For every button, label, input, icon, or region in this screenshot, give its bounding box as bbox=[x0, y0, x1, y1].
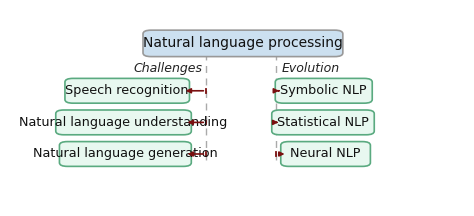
FancyBboxPatch shape bbox=[65, 78, 190, 103]
Text: Challenges: Challenges bbox=[133, 62, 202, 75]
FancyBboxPatch shape bbox=[275, 78, 372, 103]
FancyBboxPatch shape bbox=[56, 110, 191, 135]
Text: Statistical NLP: Statistical NLP bbox=[277, 116, 369, 129]
Text: Speech recognition: Speech recognition bbox=[65, 84, 189, 97]
Text: Natural language generation: Natural language generation bbox=[33, 148, 218, 160]
Text: Natural language understanding: Natural language understanding bbox=[19, 116, 228, 129]
FancyBboxPatch shape bbox=[59, 142, 191, 166]
FancyBboxPatch shape bbox=[143, 30, 343, 57]
FancyBboxPatch shape bbox=[281, 142, 370, 166]
Text: Evolution: Evolution bbox=[282, 62, 340, 75]
Text: Natural language processing: Natural language processing bbox=[143, 36, 343, 50]
Text: Neural NLP: Neural NLP bbox=[291, 148, 361, 160]
Text: Symbolic NLP: Symbolic NLP bbox=[281, 84, 367, 97]
FancyBboxPatch shape bbox=[272, 110, 374, 135]
